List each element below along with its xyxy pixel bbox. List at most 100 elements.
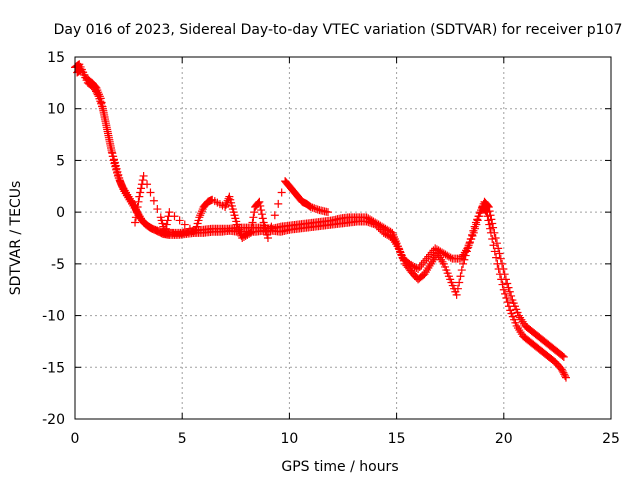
data-point (481, 207, 490, 216)
x-axis-label: GPS time / hours (281, 459, 398, 475)
data-point (366, 218, 375, 227)
data-point (499, 285, 508, 294)
data-point (486, 224, 495, 233)
data-point (146, 188, 155, 197)
chart-title: Day 016 of 2023, Sidereal Day-to-day VTE… (54, 22, 623, 38)
y-tick-label: -15 (42, 360, 65, 376)
data-point (452, 290, 461, 299)
data-point (104, 129, 113, 138)
data-point (462, 247, 471, 256)
data-point (497, 275, 506, 284)
data-point (459, 259, 468, 268)
data-point (558, 367, 567, 376)
data-point (258, 214, 267, 223)
data-point (131, 213, 140, 222)
data-point (492, 253, 501, 262)
data-point (106, 141, 115, 150)
data-point (102, 121, 111, 130)
data-point (503, 279, 512, 288)
data-point (92, 88, 101, 97)
data-point (498, 280, 507, 289)
data-point (453, 284, 462, 293)
data-point (132, 208, 141, 217)
x-tick-label: 25 (602, 431, 620, 447)
data-point (257, 210, 266, 219)
data-point (311, 204, 320, 213)
x-tick-label: 5 (178, 431, 187, 447)
data-point (557, 365, 566, 374)
axis-ticks (74, 56, 612, 420)
data-point (103, 125, 112, 134)
x-tick-label: 20 (495, 431, 513, 447)
data-point (92, 87, 101, 96)
data-point (494, 265, 503, 274)
data-point (267, 222, 276, 231)
data-point (249, 213, 258, 222)
data-point (456, 272, 465, 281)
data-point (100, 112, 109, 121)
data-point (245, 229, 254, 238)
data-point (485, 220, 494, 229)
data-point (495, 249, 504, 258)
data-point (558, 351, 567, 360)
data-point (247, 223, 256, 232)
data-point (466, 235, 475, 244)
data-point (503, 298, 512, 307)
data-point (489, 241, 498, 250)
data-point (470, 222, 479, 231)
data-point (246, 228, 255, 237)
data-point (323, 208, 332, 217)
data-point (185, 224, 194, 233)
data-point (502, 293, 511, 302)
data-point (256, 201, 265, 210)
data-point (138, 176, 147, 185)
data-point (486, 228, 495, 237)
data-point (161, 224, 170, 233)
data-point (274, 199, 283, 208)
data-point (135, 192, 144, 201)
data-point (560, 370, 569, 379)
data-point (362, 217, 371, 226)
data-point (371, 220, 380, 229)
data-point (313, 205, 322, 214)
data-point (163, 216, 172, 225)
data-point (504, 302, 513, 311)
y-tick-label: -5 (51, 257, 65, 273)
y-axis-label: SDTVAR / TECUs (8, 181, 24, 296)
data-point (134, 197, 143, 206)
data-point (376, 225, 385, 234)
y-tick-label: 0 (56, 205, 65, 221)
grid-lines (75, 57, 611, 419)
data-point (180, 220, 189, 229)
y-tick-label: -20 (42, 412, 65, 428)
data-point (482, 208, 491, 217)
data-point (165, 208, 174, 217)
data-point (257, 206, 266, 215)
y-tick-label: 5 (56, 153, 65, 169)
data-point (484, 216, 493, 225)
plot-frame (74, 56, 612, 420)
data-point (496, 254, 505, 263)
data-point (99, 108, 108, 117)
data-point (162, 220, 171, 229)
data-point (559, 352, 568, 361)
data-point (310, 204, 319, 213)
y-tick-label: 10 (47, 102, 65, 118)
x-tick-label: 0 (71, 431, 80, 447)
data-point (455, 278, 464, 287)
data-point (93, 90, 102, 99)
data-point (143, 180, 152, 189)
data-point (491, 234, 500, 242)
data-point (104, 133, 113, 142)
data-point (461, 251, 470, 260)
x-tick-label: 10 (280, 431, 298, 447)
data-point (468, 230, 477, 239)
data-point (412, 263, 421, 272)
x-tick-label: 15 (388, 431, 406, 447)
data-point (149, 196, 158, 205)
data-point (483, 212, 492, 221)
data-point (364, 218, 373, 227)
data-point (131, 218, 140, 227)
data-point (492, 239, 501, 248)
